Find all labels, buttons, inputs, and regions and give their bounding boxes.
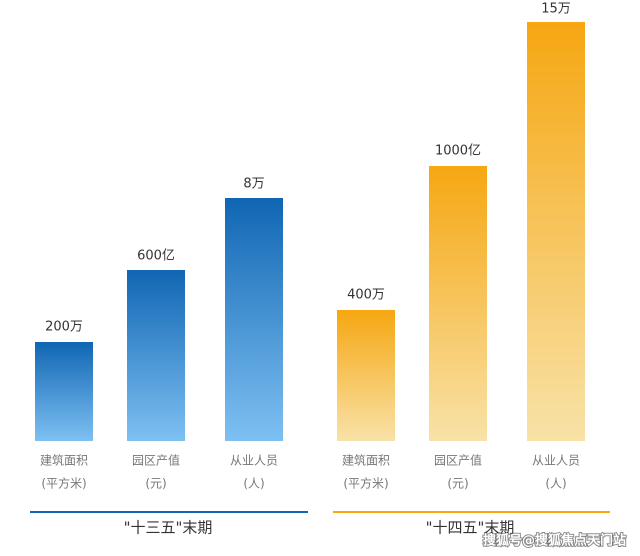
value-label: 8万 bbox=[243, 177, 264, 192]
category-unit: (人) bbox=[545, 477, 566, 491]
value-label: 600亿 bbox=[137, 249, 175, 264]
category-name: 从业人员 bbox=[230, 454, 278, 468]
value-label: 15万 bbox=[541, 2, 571, 17]
bar bbox=[429, 166, 487, 441]
group-label: "十四五"末期 bbox=[426, 519, 515, 537]
value-label: 1000亿 bbox=[435, 144, 481, 159]
category-unit: (平方米) bbox=[41, 476, 86, 491]
category-name: 建筑面积 bbox=[342, 453, 390, 468]
category-unit: (人) bbox=[243, 477, 264, 491]
category-name: 园区产值 bbox=[132, 453, 180, 468]
bar bbox=[127, 270, 185, 441]
bar bbox=[337, 310, 395, 441]
bar bbox=[225, 198, 283, 441]
bar bbox=[527, 22, 585, 441]
category-unit: (平方米) bbox=[343, 476, 388, 491]
category-name: 园区产值 bbox=[434, 453, 482, 468]
watermark: 搜狐号@搜狐焦点天门站 bbox=[483, 533, 626, 549]
bar bbox=[35, 342, 93, 441]
category-unit: (元) bbox=[145, 477, 166, 491]
value-label: 400万 bbox=[347, 288, 385, 303]
value-label: 200万 bbox=[45, 320, 83, 335]
group-label: "十三五"末期 bbox=[124, 519, 213, 537]
category-name: 建筑面积 bbox=[40, 453, 88, 468]
category-unit: (元) bbox=[447, 477, 468, 491]
category-name: 从业人员 bbox=[532, 454, 580, 468]
